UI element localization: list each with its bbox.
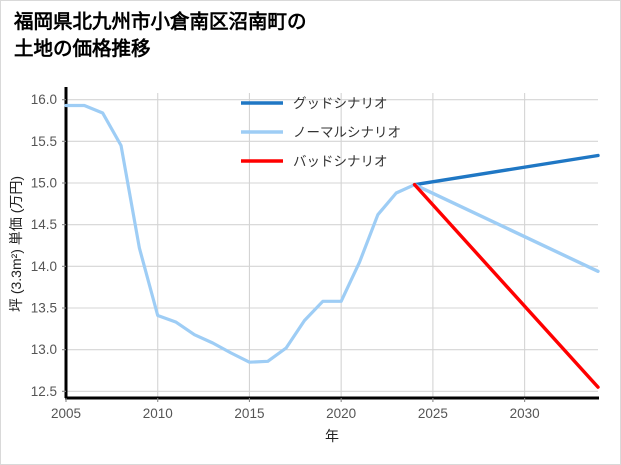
plot-axes (64, 87, 599, 400)
x-tick-label: 2010 (143, 406, 173, 421)
series-line (412, 153, 600, 187)
y-tick-label: 13.0 (31, 342, 57, 357)
y-tick-label: 14.5 (31, 217, 57, 232)
legend-label: バッドシナリオ (293, 154, 388, 169)
y-tick-label: 12.5 (31, 384, 57, 399)
y-tick-label: 14.0 (31, 259, 57, 274)
y-axis-title: 坪 (3.3m²) 単価 (万円) (8, 176, 24, 312)
legend-label: ノーマルシナリオ (293, 125, 401, 140)
y-axis-tick-labels: 12.5 13.0 13.5 14.0 14.5 15.0 15.5 16.0 (31, 92, 57, 399)
series-line (412, 182, 600, 389)
y-tick-label: 16.0 (31, 92, 57, 107)
x-tick-label: 2015 (234, 406, 264, 421)
y-tick-label: 15.0 (31, 176, 57, 191)
series-line (412, 182, 600, 274)
page-title: 福岡県北九州市小倉南区沼南町の 土地の価格推移 (14, 11, 307, 60)
x-tick-label: 2020 (326, 406, 356, 421)
x-axis-title: 年 (325, 428, 339, 444)
legend-label: グッドシナリオ (293, 96, 388, 111)
x-tick-label: 2005 (51, 406, 81, 421)
series-line (64, 103, 417, 364)
x-axis-tick-labels: 2005 2010 2015 2020 2025 2030 (51, 406, 540, 421)
y-tick-label: 15.5 (31, 134, 57, 149)
x-tick-label: 2030 (510, 406, 540, 421)
y-tick-label: 13.5 (31, 301, 57, 316)
x-tick-label: 2025 (418, 406, 448, 421)
tick-marks (62, 99, 526, 402)
data-series-group (64, 103, 600, 389)
